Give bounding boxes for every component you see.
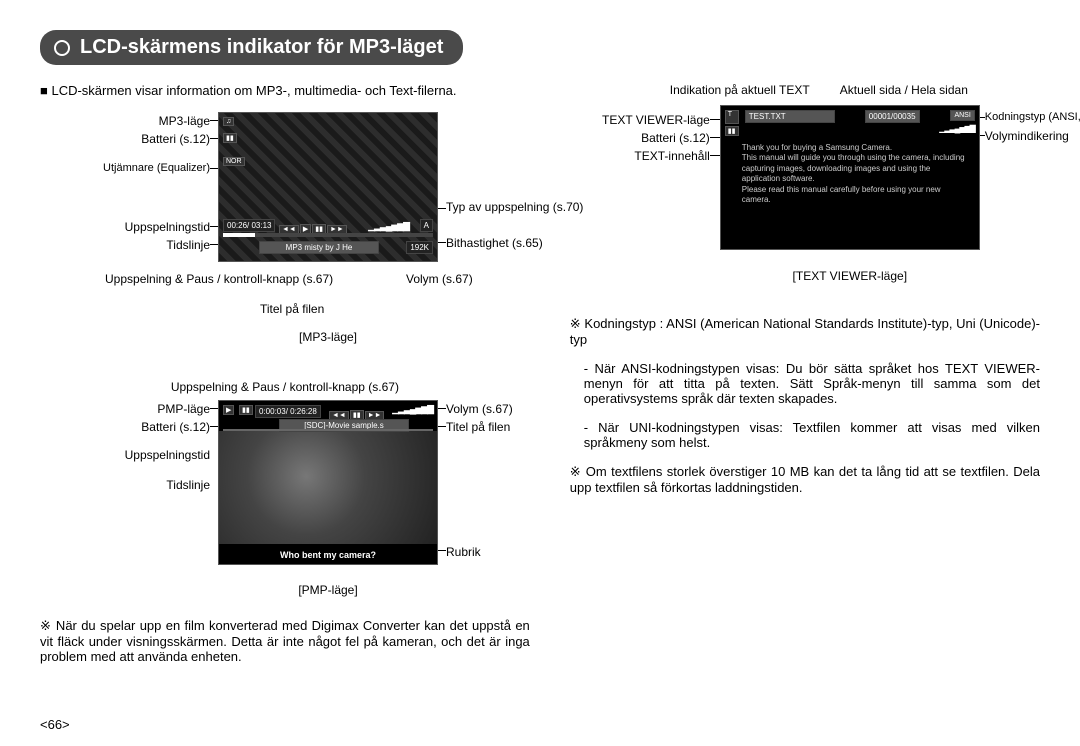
text-body-line: This manual will guide you through using… xyxy=(742,153,970,163)
pmp-controls: ◄◄▮▮►► xyxy=(329,405,385,420)
label-pmp-timeline: Tidslinje xyxy=(40,478,210,492)
left-column: ■ LCD-skärmen visar information om MP3-,… xyxy=(40,83,530,678)
label-page-indicator: Aktuell sida / Hela sidan xyxy=(840,83,968,97)
label-playpause: Uppspelning & Paus / kontroll-knapp (s.6… xyxy=(105,272,285,286)
headphone-icon: ♫ xyxy=(223,117,234,126)
text-body-line: capturing images, downloading images and… xyxy=(742,164,970,185)
mp3-caption: [MP3-läge] xyxy=(218,330,438,344)
pmp-caption: [PMP-läge] xyxy=(218,583,438,597)
battery-icon: ▮▮ xyxy=(725,126,739,136)
encoding-note-head: ※ Kodningstyp : ANSI (American National … xyxy=(570,316,1040,347)
label-filetitle: Titel på filen xyxy=(260,302,324,316)
time-display: 00:26/ 03:13 xyxy=(223,219,275,232)
pmp-screen: ▶ ▮▮ 0:00:03/ 0:26:28 ◄◄▮▮►► ▁▂▃▄▅▆▇ [SD… xyxy=(218,400,438,565)
label-volume: Volym (s.67) xyxy=(406,272,473,286)
label-pmp-battery: Batteri (s.12) xyxy=(40,420,210,434)
label-pmp-rubric: Rubrik xyxy=(446,545,481,559)
film-note: ※ När du spelar upp en film konverterad … xyxy=(40,618,530,664)
text-body-line: Thank you for buying a Samsung Camera. xyxy=(742,143,970,153)
type-badge: A xyxy=(420,219,433,232)
text-filename: TEST.TXT xyxy=(745,110,835,123)
text-diagram: Indikation på aktuell TEXT Aktuell sida … xyxy=(570,83,1040,308)
label-text-mode: TEXT VIEWER-läge xyxy=(570,113,710,127)
pmp-section-title: Uppspelning & Paus / kontroll-knapp (s.6… xyxy=(40,380,530,394)
label-mp3-mode: MP3-läge xyxy=(40,114,210,128)
track-title: MP3 misty by J He xyxy=(259,241,379,254)
text-pages: 00001/00035 xyxy=(865,110,920,123)
label-text-content: TEXT-innehåll xyxy=(570,149,710,163)
right-column: Indikation på aktuell TEXT Aktuell sida … xyxy=(570,83,1040,678)
size-note: ※ Om textfilens storlek överstiger 10 MB… xyxy=(570,464,1040,495)
ansi-badge: ANSI xyxy=(950,110,974,121)
text-mode-icon: T xyxy=(725,110,739,124)
label-text-battery: Batteri (s.12) xyxy=(570,131,710,145)
pmp-progress xyxy=(223,429,433,431)
label-text-indicator: Indikation på aktuell TEXT xyxy=(670,83,810,97)
text-screen: T ▮▮ TEST.TXT 00001/00035 ANSI ▁▂▃▄▅▆▇ T… xyxy=(720,105,980,250)
label-pmp-volume: Volym (s.67) xyxy=(446,402,513,416)
label-pmp-playtime: Uppspelningstid xyxy=(40,448,210,462)
mp3-diagram: MP3-läge Batteri (s.12) Utjämnare (Equal… xyxy=(40,112,530,372)
eq-badge: NOR xyxy=(223,157,245,166)
label-equalizer: Utjämnare (Equalizer) xyxy=(40,162,210,174)
pmp-footer: Who bent my camera? xyxy=(219,546,437,564)
battery-icon: ▮▮ xyxy=(239,405,253,415)
playback-controls: ◄◄▶▮▮►► xyxy=(279,219,348,234)
label-playtime: Uppspelningstid xyxy=(40,220,210,234)
label-bitrate: Bithastighet (s.65) xyxy=(446,236,543,250)
intro-text: ■ LCD-skärmen visar information om MP3-,… xyxy=(40,83,530,98)
encoding-note-uni: - När UNI-kodningstypen visas: Textfilen… xyxy=(570,420,1040,450)
pmp-icon: ▶ xyxy=(223,405,234,415)
pmp-volume-bars: ▁▂▃▄▅▆▇ xyxy=(392,404,433,415)
text-body: Thank you for buying a Samsung Camera. T… xyxy=(737,140,975,208)
label-pmp-filetitle: Titel på filen xyxy=(446,420,510,434)
pmp-diagram: PMP-läge Batteri (s.12) Uppspelningstid … xyxy=(40,400,530,610)
label-playtype: Typ av uppspelning (s.70) xyxy=(446,200,583,214)
progress-bar xyxy=(223,233,433,237)
pmp-time: 0:00:03/ 0:26:28 xyxy=(255,405,321,418)
mp3-screen: ♫ ▮▮ NOR 00:26/ 03:13 ◄◄▶▮▮►► ▁▂▃▄▅▆▇ A … xyxy=(218,112,438,262)
label-battery: Batteri (s.12) xyxy=(40,132,210,146)
text-body-line: Please read this manual carefully before… xyxy=(742,185,970,206)
label-pmp-mode: PMP-läge xyxy=(40,402,210,416)
page-number: <66> xyxy=(40,717,70,732)
bitrate-badge: 192K xyxy=(406,241,433,254)
volume-bars: ▁▂▃▄▅▆▇ xyxy=(368,217,409,232)
text-caption: [TEXT VIEWER-läge] xyxy=(720,269,980,283)
encoding-note-ansi: - När ANSI-kodningstypen visas: Du bör s… xyxy=(570,361,1040,406)
battery-icon: ▮▮ xyxy=(223,133,237,143)
label-timeline: Tidslinje xyxy=(40,238,210,252)
label-text-volume: Volymindikering xyxy=(985,129,1069,143)
text-volume-bars: ▁▂▃▄▅▆▇ xyxy=(939,124,975,133)
page-title: LCD-skärmens indikator för MP3-läget xyxy=(40,30,463,65)
label-text-encoding: Kodningstyp (ANSI, Uni) xyxy=(985,111,1080,123)
